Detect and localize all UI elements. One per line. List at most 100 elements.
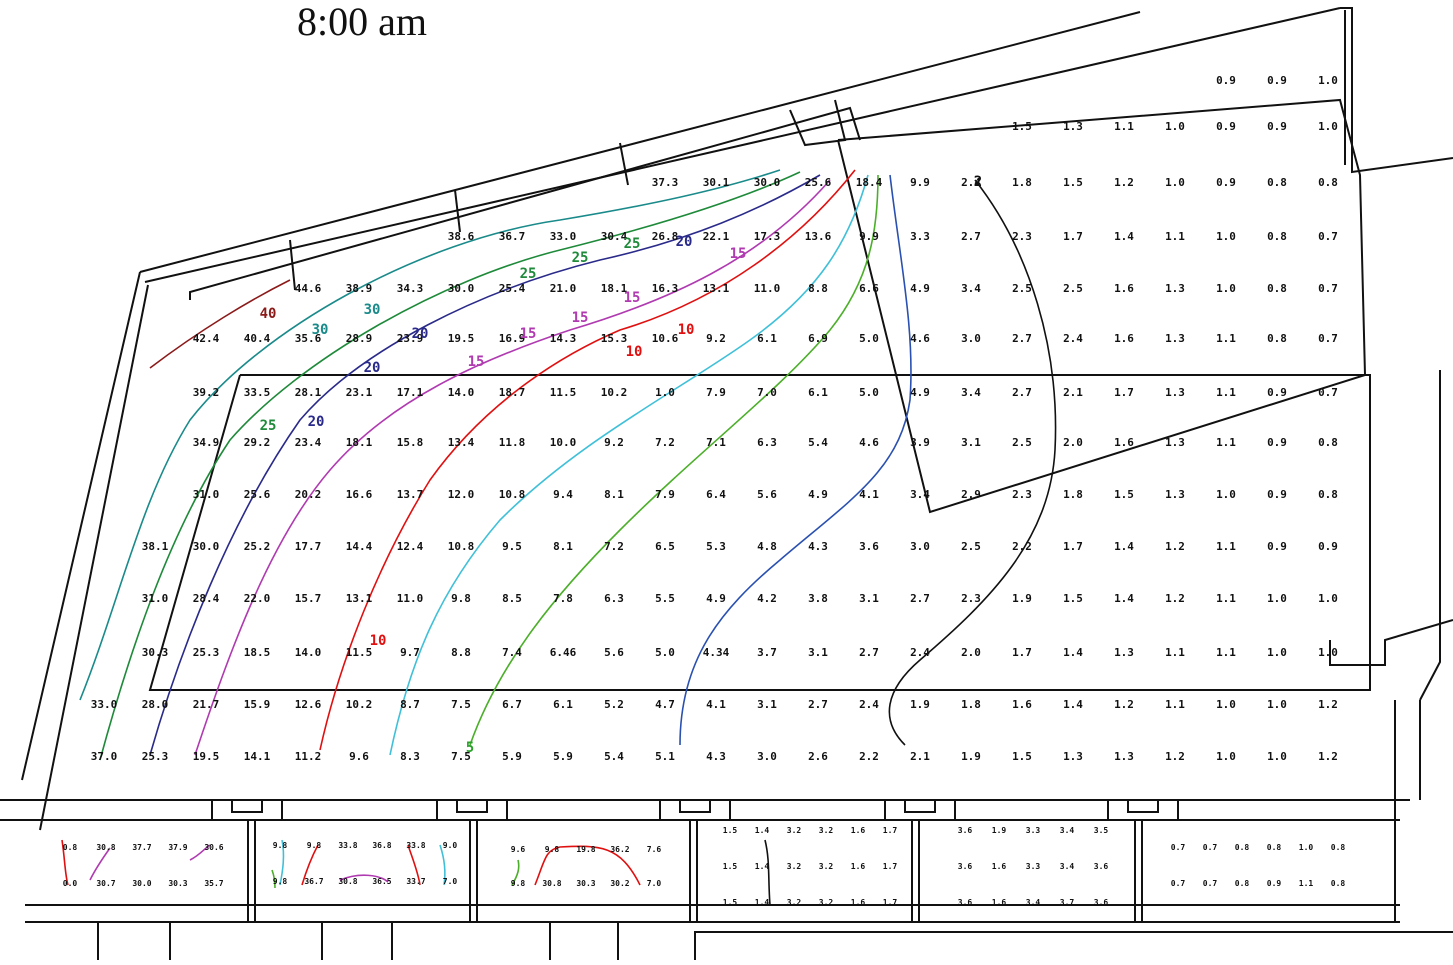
grid-value: 6.6 xyxy=(859,282,879,295)
room-value: 30.2 xyxy=(610,879,629,888)
grid-value: 18.1 xyxy=(346,436,373,449)
grid-value: 0.9 xyxy=(1267,386,1287,399)
grid-value: 2.7 xyxy=(961,230,981,243)
contour-label: 20 xyxy=(676,234,693,250)
contour-room xyxy=(89,847,111,881)
grid-value: 25.4 xyxy=(499,282,526,295)
grid-value: 5.9 xyxy=(553,750,573,763)
contour-label: 25 xyxy=(520,266,537,282)
grid-value: 1.8 xyxy=(961,698,981,711)
grid-value: 22.1 xyxy=(703,230,730,243)
room-value: 3.2 xyxy=(787,862,802,871)
grid-value: 5.3 xyxy=(706,540,726,553)
grid-value: 4.34 xyxy=(703,646,730,659)
grid-value: 7.4 xyxy=(502,646,522,659)
grid-value: 7.8 xyxy=(553,592,573,605)
room-value: 3.6 xyxy=(958,826,973,835)
building-walls xyxy=(0,7,1453,960)
grid-value: 38.6 xyxy=(448,230,475,243)
room-value: 1.4 xyxy=(755,862,770,871)
grid-value: 6.7 xyxy=(502,698,522,711)
grid-value: 1.1 xyxy=(1216,332,1236,345)
grid-value: 0.9 xyxy=(1216,74,1236,87)
room-value: 3.3 xyxy=(1026,862,1041,871)
contour-label: 15 xyxy=(624,290,641,306)
grid-value: 0.8 xyxy=(1267,176,1287,189)
room-value: 3.4 xyxy=(1060,862,1075,871)
grid-value: 11.5 xyxy=(550,386,577,399)
room-value: 0.8 xyxy=(1235,879,1250,888)
grid-value: 2.3 xyxy=(961,592,981,605)
grid-value: 4.9 xyxy=(910,386,930,399)
room-value: 30.8 xyxy=(96,843,115,852)
grid-value: 23.4 xyxy=(295,436,322,449)
grid-value: 3.1 xyxy=(859,592,879,605)
contour-5 xyxy=(469,174,879,746)
grid-value: 5.9 xyxy=(502,750,522,763)
grid-value: 0.8 xyxy=(1267,332,1287,345)
grid-value: 1.0 xyxy=(655,386,675,399)
grid-value: 1.2 xyxy=(1318,698,1338,711)
roof-feature xyxy=(189,106,861,300)
grid-value: 3.0 xyxy=(757,750,777,763)
grid-value: 19.5 xyxy=(448,332,475,345)
room-value: 1.4 xyxy=(755,898,770,907)
grid-value: 13.1 xyxy=(346,592,373,605)
room-value: 1.7 xyxy=(883,826,898,835)
grid-value: 0.9 xyxy=(1267,436,1287,449)
grid-value: 14.1 xyxy=(244,750,271,763)
grid-value: 1.9 xyxy=(1012,592,1032,605)
grid-value: 9.9 xyxy=(910,176,930,189)
grid-value: 4.7 xyxy=(655,698,675,711)
grid-value: 11.2 xyxy=(295,750,322,763)
room-value: 3.5 xyxy=(1094,826,1109,835)
grid-value: 5.4 xyxy=(808,436,828,449)
grid-value: 0.7 xyxy=(1318,386,1338,399)
grid-value: 1.7 xyxy=(1063,540,1083,553)
room-value: 33.8 xyxy=(406,841,425,850)
grid-value: 1.0 xyxy=(1216,698,1236,711)
room-value: 1.4 xyxy=(755,826,770,835)
contour-label: 20 xyxy=(308,414,325,430)
contour-40 xyxy=(149,279,291,369)
grid-value: 19.5 xyxy=(193,750,220,763)
grid-value: 18.4 xyxy=(856,176,883,189)
grid-value: 29.2 xyxy=(244,436,271,449)
grid-value: 1.3 xyxy=(1165,488,1185,501)
contour-label: 20 xyxy=(364,360,381,376)
grid-value: 1.2 xyxy=(1114,698,1134,711)
grid-value: 2.9 xyxy=(961,488,981,501)
door-notch xyxy=(436,799,508,820)
contour-room xyxy=(301,844,319,886)
contour-label: 20 xyxy=(412,326,429,342)
grid-value: 1.2 xyxy=(1165,750,1185,763)
grid-value: 9.5 xyxy=(502,540,522,553)
grid-value: 1.3 xyxy=(1165,436,1185,449)
room-value: 1.1 xyxy=(1299,879,1314,888)
room-value: 3.2 xyxy=(819,898,834,907)
grid-value: 1.2 xyxy=(1114,176,1134,189)
door-notch xyxy=(659,799,731,820)
grid-value: 5.0 xyxy=(859,386,879,399)
grid-value: 10.8 xyxy=(499,488,526,501)
grid-value: 0.7 xyxy=(1318,230,1338,243)
contour-15 xyxy=(194,179,831,756)
room-value: 3.2 xyxy=(787,826,802,835)
grid-value: 37.0 xyxy=(91,750,118,763)
grid-value: 3.4 xyxy=(961,386,981,399)
grid-value: 7.1 xyxy=(706,436,726,449)
contour-10 xyxy=(319,169,856,751)
grid-value: 17.7 xyxy=(295,540,322,553)
contour-20 xyxy=(149,174,821,756)
room-value: 30.8 xyxy=(542,879,561,888)
grid-value: 7.5 xyxy=(451,750,471,763)
grid-value: 3.1 xyxy=(808,646,828,659)
grid-value: 1.3 xyxy=(1063,750,1083,763)
grid-value: 38.1 xyxy=(142,540,169,553)
grid-value: 5.1 xyxy=(655,750,675,763)
room-value: 0.8 xyxy=(1235,843,1250,852)
grid-value: 7.2 xyxy=(655,436,675,449)
grid-value: 5.0 xyxy=(655,646,675,659)
door-notch xyxy=(211,799,283,820)
grid-value: 1.0 xyxy=(1267,750,1287,763)
